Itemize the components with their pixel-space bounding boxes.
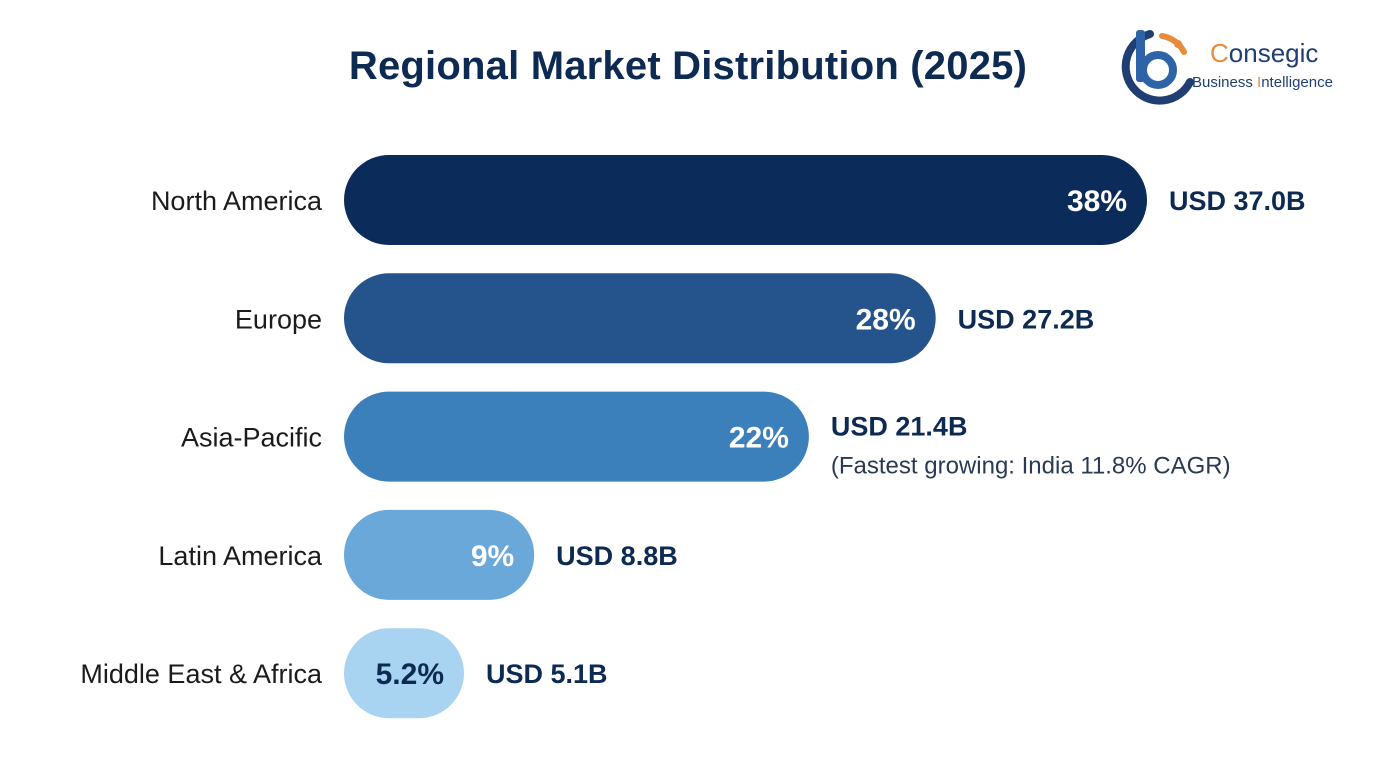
bar (344, 628, 464, 719)
brand-logo: Consegic Business Intelligence (1112, 22, 1362, 112)
bar (344, 273, 936, 364)
bar (344, 155, 1147, 245)
logo-tagline: Business Intelligence (1192, 74, 1333, 91)
value-label: USD 27.2B (958, 304, 1095, 334)
percent-label: 9% (471, 540, 514, 573)
logo-mark-icon (1121, 30, 1194, 105)
value-label: USD 37.0B (1169, 186, 1306, 216)
category-label: North America (151, 186, 323, 216)
percent-label: 38% (1067, 185, 1127, 218)
logo-name: Consegic (1210, 38, 1319, 68)
chart-title: Regional Market Distribution (2025) (348, 44, 1028, 88)
percent-label: 5.2% (376, 658, 444, 691)
value-label: USD 21.4B (831, 412, 968, 442)
category-label: Europe (235, 304, 322, 334)
annotation-label: (Fastest growing: India 11.8% CAGR) (831, 453, 1231, 480)
category-label: Latin America (158, 541, 323, 571)
category-label: Asia-Pacific (181, 423, 322, 453)
bar (344, 509, 535, 600)
bar (344, 391, 809, 482)
percent-label: 28% (856, 303, 916, 336)
value-label: USD 8.8B (556, 541, 678, 571)
category-label: Middle East & Africa (80, 659, 323, 689)
percent-label: 22% (729, 422, 789, 455)
value-label: USD 5.1B (486, 659, 608, 689)
